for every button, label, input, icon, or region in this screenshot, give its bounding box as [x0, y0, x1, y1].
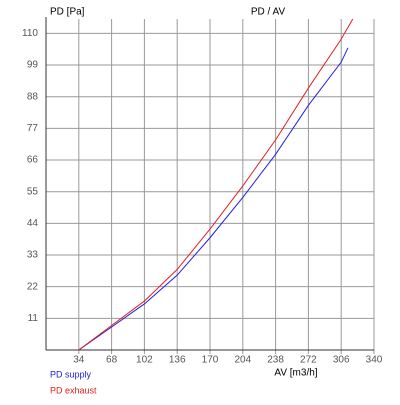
x-tick-label: 204	[234, 355, 251, 366]
x-tick-label: 102	[136, 355, 153, 366]
y-tick-label: 110	[22, 28, 38, 39]
y-tick-label: 33	[27, 250, 39, 261]
x-tick-label: 34	[73, 355, 85, 366]
y-axis-label: PD [Pa]	[50, 7, 85, 18]
x-axis-label: AV [m3/h]	[274, 368, 317, 379]
x-tick-label: 68	[106, 355, 118, 366]
y-tick-label: 44	[27, 218, 39, 229]
chart-title: PD / AV	[251, 7, 286, 18]
y-tick-label: 66	[27, 155, 39, 166]
y-tick-label: 77	[27, 123, 39, 134]
y-tick-label: 99	[27, 60, 39, 71]
y-tick-label: 11	[28, 313, 39, 324]
legend-entry: PD exhaust	[50, 385, 97, 395]
line-series	[78, 47, 349, 351]
x-tick-label: 238	[267, 355, 284, 366]
legend-entry: PD supply	[50, 369, 92, 379]
x-tick-label: 272	[300, 355, 317, 366]
x-tick-label: 340	[366, 355, 383, 366]
line-series	[78, 18, 354, 351]
x-tick-label: 306	[333, 355, 350, 366]
y-tick-label: 55	[27, 186, 39, 197]
y-tick-label: 88	[27, 91, 39, 102]
x-tick-label: 170	[202, 355, 219, 366]
y-tick-label: 22	[27, 281, 39, 292]
x-tick-label: 136	[169, 355, 186, 366]
